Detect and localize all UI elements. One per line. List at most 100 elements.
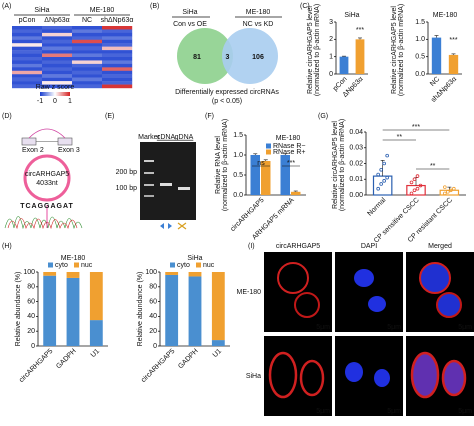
heatmap-cell (102, 70, 133, 75)
bar-segment (43, 275, 57, 346)
bar-segment (165, 274, 179, 346)
heatmap-cell (72, 36, 103, 40)
y-tick-label: 3 (329, 19, 333, 26)
y-tick-label: 1.0 (415, 36, 425, 43)
data-point (382, 161, 386, 166)
circ-length: 4033nt (36, 180, 57, 187)
column-label: circARHGAP5 (276, 243, 320, 250)
row-label: SiHa (246, 373, 261, 380)
column-label: pCon (19, 17, 36, 24)
legend-swatch (48, 262, 53, 268)
venn-right (222, 28, 278, 84)
y-tick-label: 20 (149, 328, 157, 335)
heatmap-cell (42, 36, 73, 40)
heatmap-cell (102, 46, 133, 51)
legend-label: nuc (203, 262, 215, 269)
heatmap-cell (102, 57, 133, 61)
y-tick-label: 0.5 (233, 172, 243, 179)
heatmap-cell (12, 81, 43, 85)
x-tick-label: U1 (212, 348, 223, 359)
y-tick-label: 60 (27, 298, 35, 305)
heatmap-cell (42, 81, 73, 85)
heatmap-cell (72, 26, 103, 30)
bar (291, 191, 301, 195)
legend-label: cyto (177, 262, 190, 269)
data-point (443, 191, 447, 196)
legend-swatch (266, 143, 271, 149)
y-tick-label: 0.0 (415, 71, 425, 78)
heatmap-cell (102, 63, 133, 68)
heatmap-cell (72, 32, 103, 37)
y-tick-label: 80 (149, 284, 157, 291)
z-legend (40, 92, 70, 96)
legend-label: nuc (81, 262, 93, 269)
data-point (415, 174, 420, 178)
lane-label: gDNA (175, 134, 194, 141)
panel-label: (B) (150, 3, 159, 10)
group-label: SiHa (34, 7, 49, 14)
y-axis-label: Relative abundance (%) (15, 272, 22, 347)
count: 106 (252, 54, 264, 61)
caption: (p < 0.05) (212, 98, 242, 105)
count: 81 (193, 54, 201, 61)
y-axis-label: Relative circARHGAP5 level (391, 6, 398, 94)
bar (250, 155, 260, 195)
heatmap-cell (102, 39, 133, 44)
heatmap-cell (12, 43, 43, 47)
bar-segment (66, 272, 80, 278)
y-axis-label: Relative abundance (%) (137, 272, 144, 347)
heatmap-cell (12, 50, 43, 54)
y-tick-label: 0.01 (349, 176, 363, 183)
y-tick-label: 40 (149, 313, 157, 320)
legend-label: RNase R+ (273, 149, 305, 156)
y-tick-label: 40 (27, 313, 35, 320)
bar (280, 155, 290, 195)
heatmap-cell (12, 36, 43, 40)
y-tick-label: 0.03 (349, 145, 363, 152)
legend-swatch (196, 262, 201, 268)
heatmap-cell (42, 74, 73, 78)
bar (448, 54, 459, 74)
panel-label: (A) (2, 3, 11, 10)
heatmap-cell (42, 29, 73, 34)
heatmap-cell (72, 74, 103, 78)
data-point (376, 186, 380, 191)
row-label: ME-180 (236, 289, 261, 296)
heatmap-cell (102, 77, 133, 82)
data-point (443, 185, 447, 189)
heatmap-cell (12, 32, 43, 37)
y-tick-label: 1.0 (233, 152, 243, 159)
heatmap-cell (72, 60, 103, 65)
lane-label: cDNA (157, 134, 176, 141)
heatmap-cell (12, 57, 43, 61)
heatmap-cell (72, 50, 103, 54)
heatmap-cell (72, 77, 103, 82)
y-tick-label: 1 (329, 54, 333, 61)
scale-label: 5μm (387, 324, 401, 331)
heatmap-cell (12, 70, 43, 75)
significance: ** (397, 134, 403, 141)
heatmap-cell (72, 53, 103, 58)
chart-title: ME-180 (433, 12, 458, 19)
panel-label: (I) (248, 243, 255, 250)
heatmap-cell (72, 81, 103, 85)
heatmap-cell (102, 50, 133, 54)
x-tick-label: GADPH (177, 348, 200, 371)
bar (372, 175, 393, 196)
micrographs (264, 252, 474, 416)
scale-label: 5μm (458, 324, 472, 331)
chart-title: SiHa (344, 12, 359, 19)
y-tick-label: 0.02 (349, 160, 363, 167)
legend-label: cyto (55, 262, 68, 269)
heatmap-cell (102, 29, 133, 34)
data-point (446, 190, 450, 194)
legend-swatch (74, 262, 79, 268)
heatmap-cell (72, 84, 103, 89)
heatmap-cell (42, 43, 73, 47)
sequence: TCAGGAGAT (20, 203, 74, 210)
panel-label: (F) (205, 113, 214, 120)
y-axis-label: (normalized to β-actin mRNA) (314, 4, 321, 96)
data-point (452, 186, 456, 191)
heatmap-cell (12, 84, 43, 89)
heatmap-cell (42, 39, 73, 44)
